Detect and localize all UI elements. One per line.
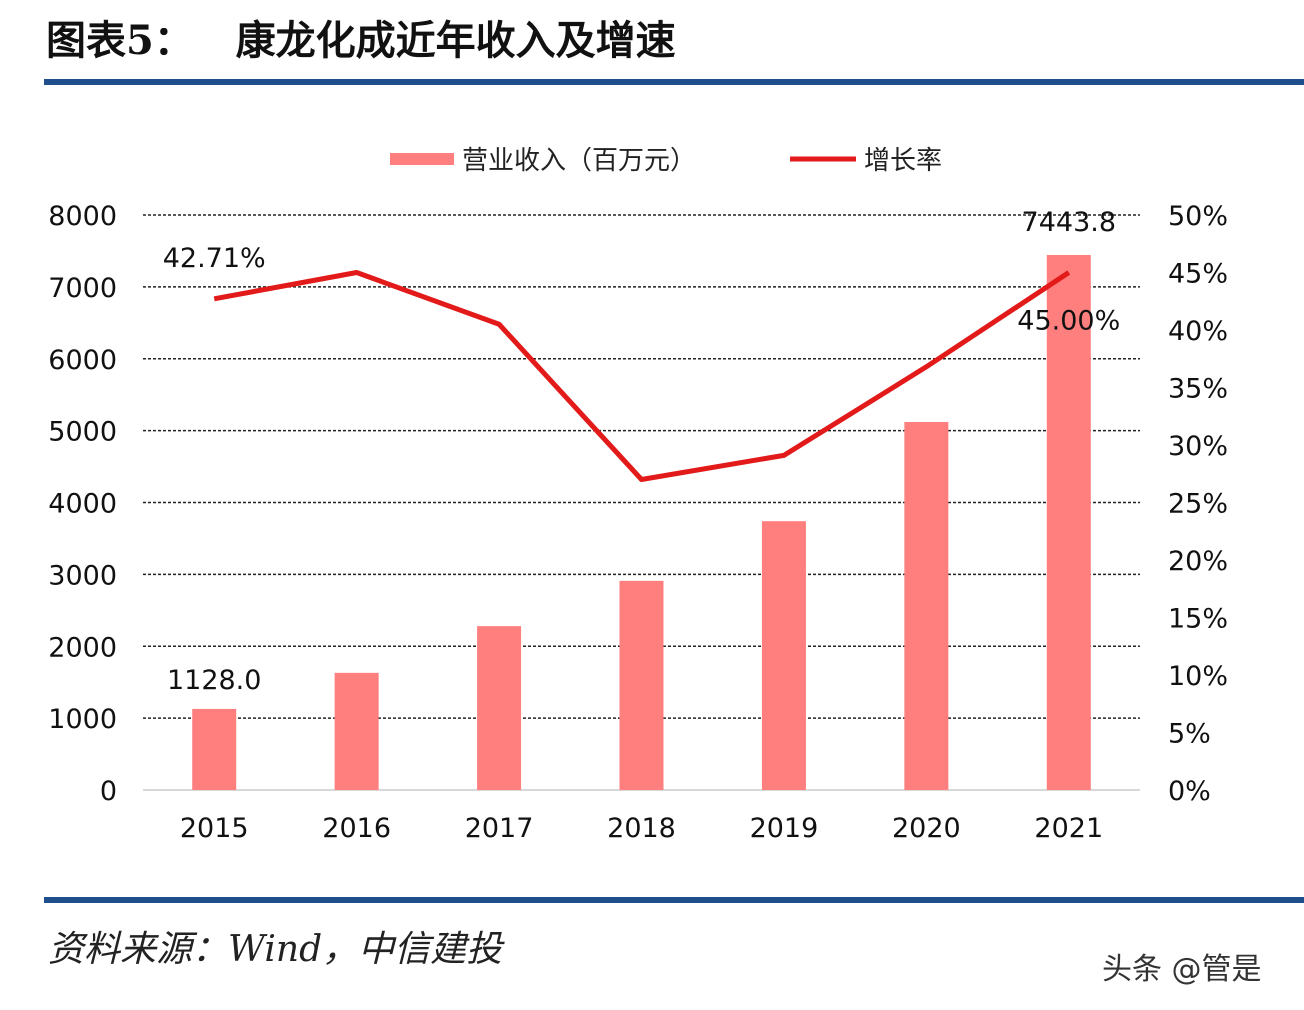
y-left-tick-label: 1000 (48, 704, 117, 735)
bar-2021 (1046, 254, 1091, 790)
bar-2020 (904, 422, 949, 790)
chart-title: 图表5： 康龙化成近年收入及增速 (46, 17, 676, 64)
legend-label-revenue: 营业收入（百万元） (462, 146, 696, 176)
x-tick-label: 2017 (465, 813, 534, 844)
x-tick-label: 2016 (322, 813, 391, 844)
data-label: 45.00% (1017, 306, 1120, 337)
legend-swatch-revenue (390, 153, 454, 165)
y-right-tick-label: 20% (1168, 546, 1228, 577)
y-left-tick-label: 0 (100, 776, 117, 807)
bar-2015 (192, 708, 237, 790)
y-left-tick-label: 5000 (48, 417, 117, 448)
bar-2018 (619, 580, 664, 790)
x-tick-label: 2015 (180, 813, 249, 844)
bar-2017 (477, 626, 522, 790)
y-right-tick-label: 40% (1168, 316, 1228, 347)
y-right-tick-label: 10% (1168, 661, 1228, 692)
data-label: 42.71% (163, 243, 266, 274)
y-right-tick-label: 35% (1168, 374, 1228, 405)
y-right-tick-label: 45% (1168, 259, 1228, 290)
y-left-tick-label: 6000 (48, 345, 117, 376)
y-right-tick-label: 0% (1168, 776, 1211, 807)
y-left-tick-label: 3000 (48, 560, 117, 591)
y-right-tick-label: 5% (1168, 719, 1211, 750)
y-left-tick-label: 2000 (48, 632, 117, 663)
watermark: 头条 @管是 (1102, 952, 1262, 987)
y-left-tick-label: 4000 (48, 489, 117, 520)
data-label: 7443.8 (1022, 207, 1116, 238)
y-left-tick-label: 7000 (48, 273, 117, 304)
top-rule (44, 79, 1304, 85)
y-right-tick-label: 30% (1168, 431, 1228, 462)
legend-label-growth: 增长率 (864, 146, 942, 176)
bar-2019 (761, 521, 806, 790)
x-tick-label: 2021 (1034, 813, 1103, 844)
data-label: 1128.0 (167, 665, 261, 696)
x-tick-label: 2020 (892, 813, 961, 844)
source-note: 资料来源：Wind，中信建投 (48, 929, 503, 970)
bar-2016 (334, 672, 379, 790)
x-tick-label: 2018 (607, 813, 676, 844)
x-tick-label: 2019 (750, 813, 819, 844)
y-right-tick-label: 50% (1168, 201, 1228, 232)
y-left-tick-label: 8000 (48, 201, 117, 232)
bottom-rule (44, 897, 1304, 903)
y-right-tick-label: 15% (1168, 604, 1228, 635)
y-right-tick-label: 25% (1168, 489, 1228, 520)
